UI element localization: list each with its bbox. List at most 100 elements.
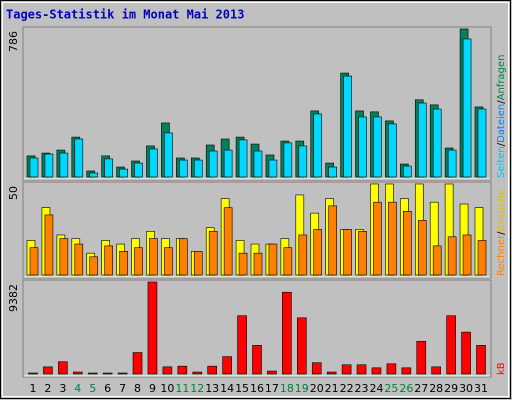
y-tick-label: 50 <box>7 186 20 200</box>
bar <box>192 371 203 375</box>
bar <box>44 214 54 276</box>
bar <box>326 371 337 375</box>
bar <box>149 148 158 178</box>
x-tick-label: 18 <box>280 382 294 395</box>
bar <box>164 132 173 178</box>
bar <box>282 291 292 375</box>
legend: Seiten/Dateien/Anfragen <box>496 55 507 178</box>
bar <box>401 367 412 375</box>
bar <box>358 116 367 178</box>
bar <box>298 145 308 178</box>
bar <box>73 371 83 375</box>
bar <box>343 75 352 178</box>
bar <box>417 102 427 178</box>
legend: Rechner/Besuche <box>496 189 507 276</box>
x-tick-label: 22 <box>340 382 354 395</box>
legend: kB <box>496 362 507 375</box>
chart-title: Tages-Statistik im Monat Mai 2013 <box>6 8 244 22</box>
bar <box>477 240 487 276</box>
bar <box>268 159 278 178</box>
bar <box>477 108 487 178</box>
bar <box>416 340 427 375</box>
bar <box>193 159 203 178</box>
bar <box>208 231 218 276</box>
legend-entry: Besuche <box>496 189 507 232</box>
x-tick-label: 12 <box>190 382 204 395</box>
bar <box>253 252 263 276</box>
bar <box>386 363 397 375</box>
x-tick-label: 27 <box>414 382 428 395</box>
x-tick-label: 25 <box>384 382 398 395</box>
bar <box>461 331 471 375</box>
bar <box>252 345 262 375</box>
x-tick-label: 9 <box>149 382 156 395</box>
bar <box>104 158 113 178</box>
x-tick-label: 21 <box>325 382 339 395</box>
bar <box>74 138 84 178</box>
bar <box>222 356 232 375</box>
x-tick-label: 4 <box>74 382 81 395</box>
bar <box>313 229 323 276</box>
bar <box>134 247 143 276</box>
bar <box>89 172 99 178</box>
bar <box>179 238 188 276</box>
legend-entry: kB <box>496 362 507 375</box>
bar <box>371 367 382 375</box>
bar <box>132 352 143 375</box>
bar <box>147 281 158 375</box>
bar <box>208 150 218 178</box>
bar <box>164 247 173 276</box>
bar <box>253 150 263 178</box>
x-tick-label: 8 <box>134 382 141 395</box>
legend-entry: Rechner <box>496 234 507 276</box>
bar <box>283 247 293 276</box>
bar <box>179 159 188 178</box>
bar <box>403 211 412 276</box>
legend-entry: Seiten <box>496 146 507 178</box>
bar <box>343 229 352 276</box>
bar <box>44 153 54 178</box>
bar <box>223 207 233 276</box>
bar <box>462 234 472 276</box>
bar <box>341 364 352 375</box>
bar <box>223 149 233 178</box>
bar <box>177 365 188 375</box>
bar <box>447 236 457 276</box>
x-tick-label: 3 <box>59 382 66 395</box>
bar <box>311 362 322 375</box>
y-tick-label: 786 <box>7 31 20 52</box>
bar <box>28 372 38 375</box>
x-tick-label: 26 <box>399 382 413 395</box>
bar <box>417 220 427 276</box>
bar <box>476 345 486 375</box>
bar <box>431 366 442 375</box>
bar <box>149 238 158 276</box>
legend-entry: / <box>496 231 507 235</box>
bar <box>446 315 456 375</box>
x-tick-label: 10 <box>160 382 174 395</box>
bar <box>432 108 442 178</box>
bar <box>29 247 39 276</box>
bar <box>58 361 68 375</box>
x-tick-label: 20 <box>310 382 324 395</box>
bar <box>268 243 278 276</box>
bar <box>87 372 98 375</box>
x-tick-label: 15 <box>235 382 249 395</box>
bar <box>59 152 69 178</box>
bar <box>328 205 337 276</box>
bar <box>162 366 173 375</box>
legend-entry: Anfragen <box>496 55 507 101</box>
x-tick-label: 17 <box>265 382 279 395</box>
bar <box>237 315 247 375</box>
bar <box>373 116 382 178</box>
x-tick-label: 2 <box>44 382 51 395</box>
bar <box>403 165 412 178</box>
x-tick-label: 11 <box>175 382 189 395</box>
bar <box>119 168 128 178</box>
bar <box>104 245 113 276</box>
bar <box>267 370 277 375</box>
x-tick-label: 1 <box>30 382 37 395</box>
bar <box>388 201 397 276</box>
